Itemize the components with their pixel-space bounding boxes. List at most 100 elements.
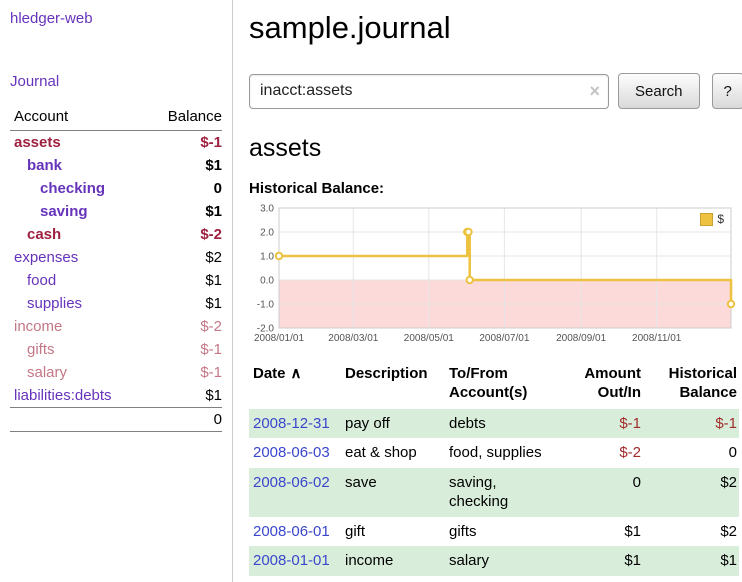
transaction-date-link[interactable]: 2008-12-31 bbox=[253, 414, 330, 432]
account-balance: $1 bbox=[205, 157, 222, 174]
svg-text:2008/09/01: 2008/09/01 bbox=[556, 333, 606, 344]
account-row: income $-2 bbox=[10, 315, 222, 338]
svg-text:1.0: 1.0 bbox=[260, 252, 274, 263]
account-balance: $1 bbox=[205, 203, 222, 220]
transaction-amount: $1 bbox=[624, 552, 641, 569]
account-link[interactable]: bank bbox=[27, 157, 63, 174]
register-row: 2008-06-01 gift gifts $1 $2 bbox=[249, 517, 739, 547]
account-row: cash $-2 bbox=[10, 223, 222, 246]
transaction-date-link[interactable]: 2008-06-02 bbox=[253, 473, 330, 491]
register-col-description: Description bbox=[345, 365, 428, 382]
search-input[interactable] bbox=[249, 73, 609, 109]
transaction-amount: $-2 bbox=[619, 444, 641, 461]
register-row: 2008-06-03 eat & shop food, supplies $-2 0 bbox=[249, 438, 739, 468]
account-link[interactable]: assets bbox=[14, 134, 61, 151]
account-balance: $-2 bbox=[200, 226, 222, 243]
transaction-date-link[interactable]: 2008-06-03 bbox=[253, 444, 330, 461]
accounts-table: Account Balance assets $-1 bank $1 checking 0… bbox=[10, 108, 222, 432]
transaction-balance: $2 bbox=[720, 473, 737, 491]
historical-balance-chart: 3.0 2.0 1.0 0.0 -1.0 -2.0 2008/01/01 2008/03/01… bbox=[249, 202, 739, 348]
register-row: 2008-12-31 pay off debts $-1 $-1 bbox=[249, 408, 739, 438]
accounts-total-balance: 0 bbox=[148, 407, 222, 432]
register-col-date[interactable]: Date ∧ bbox=[249, 363, 345, 409]
accounts-total-row: 0 bbox=[10, 407, 222, 432]
transaction-accounts: salary bbox=[449, 552, 490, 569]
accounts-body: assets $-1 bank $1 checking 0 saving $1 cash $-2 e… bbox=[10, 131, 222, 408]
account-row: food $1 bbox=[10, 269, 222, 292]
account-row: liabilities:debts $1 bbox=[10, 384, 222, 408]
transaction-date-link[interactable]: 2008-01-01 bbox=[253, 552, 330, 569]
search-bar: × Search ? bbox=[249, 73, 742, 109]
account-balance: $-1 bbox=[200, 341, 222, 358]
account-row: gifts $-1 bbox=[10, 338, 222, 361]
account-row: supplies $1 bbox=[10, 292, 222, 315]
account-row: expenses $2 bbox=[10, 246, 222, 269]
svg-text:2.0: 2.0 bbox=[260, 228, 274, 239]
svg-text:2008/11/01: 2008/11/01 bbox=[632, 333, 682, 344]
sort-asc-icon: ∧ bbox=[290, 365, 302, 382]
register-col-balance: Historical Balance bbox=[668, 365, 737, 401]
account-row: checking 0 bbox=[10, 177, 222, 200]
register-row: 2008-01-01 income salary $1 $1 bbox=[249, 546, 739, 576]
svg-text:0.0: 0.0 bbox=[260, 276, 274, 287]
page-title: sample.journal bbox=[249, 10, 451, 45]
account-link[interactable]: income bbox=[14, 318, 63, 335]
register-col-amount: Amount Out/In bbox=[584, 365, 641, 401]
legend-swatch-icon bbox=[700, 212, 714, 226]
account-link[interactable]: liabilities:debts bbox=[14, 387, 112, 404]
help-button[interactable]: ? bbox=[711, 73, 742, 109]
transaction-balance: 0 bbox=[728, 444, 737, 461]
register-row: 2008-06-02 save saving, checking 0 $2 bbox=[249, 467, 739, 517]
transaction-balance: $2 bbox=[720, 522, 737, 540]
account-heading: assets bbox=[249, 134, 322, 162]
clear-search-icon[interactable]: × bbox=[589, 80, 600, 101]
account-balance: $1 bbox=[205, 295, 222, 312]
accounts-col-balance: Balance bbox=[148, 108, 222, 131]
transaction-description: eat & shop bbox=[345, 444, 417, 461]
account-row: saving $1 bbox=[10, 200, 222, 223]
account-link[interactable]: checking bbox=[40, 180, 106, 197]
transaction-description: gift bbox=[345, 522, 366, 540]
transaction-date-link[interactable]: 2008-06-01 bbox=[253, 522, 330, 540]
accounts-header-row: Account Balance bbox=[10, 108, 222, 131]
accounts-col-account: Account bbox=[10, 108, 149, 131]
transaction-accounts: gifts bbox=[449, 522, 477, 540]
svg-text:3.0: 3.0 bbox=[260, 204, 274, 215]
transaction-amount: $1 bbox=[624, 522, 641, 540]
account-balance: $-1 bbox=[200, 364, 222, 381]
account-balance: $1 bbox=[205, 387, 222, 404]
account-link[interactable]: gifts bbox=[27, 341, 55, 358]
account-row: salary $-1 bbox=[10, 361, 222, 384]
account-balance: $-2 bbox=[200, 318, 222, 335]
account-link[interactable]: expenses bbox=[14, 249, 79, 266]
app-title-link[interactable]: hledger-web bbox=[10, 10, 93, 27]
account-balance: 0 bbox=[213, 180, 222, 197]
svg-text:2008/03/01: 2008/03/01 bbox=[328, 333, 378, 344]
transaction-description: pay off bbox=[345, 414, 390, 432]
search-button[interactable]: Search bbox=[618, 73, 700, 109]
svg-text:-2.0: -2.0 bbox=[257, 324, 275, 335]
transaction-description: save bbox=[345, 473, 377, 491]
transaction-balance: $-1 bbox=[715, 414, 737, 432]
register-header-row: Date ∧ Description To/From Account(s) Amo… bbox=[249, 363, 739, 409]
chart-legend: $ bbox=[698, 211, 726, 227]
nav-journal-link[interactable]: Journal bbox=[10, 73, 60, 90]
transaction-amount: $-1 bbox=[619, 414, 641, 432]
svg-text:2008/07/01: 2008/07/01 bbox=[479, 333, 529, 344]
search-box: × bbox=[249, 73, 609, 109]
account-link[interactable]: food bbox=[27, 272, 57, 289]
chart-title: Historical Balance: bbox=[249, 180, 385, 197]
register-body: 2008-12-31 pay off debts $-1 $-1 2008-06-03 ea… bbox=[249, 408, 739, 576]
account-row: bank $1 bbox=[10, 154, 222, 177]
svg-text:2008/01/01: 2008/01/01 bbox=[254, 333, 304, 344]
transaction-balance: $1 bbox=[720, 552, 737, 569]
account-link[interactable]: salary bbox=[27, 364, 68, 381]
account-link[interactable]: cash bbox=[27, 226, 62, 243]
account-link[interactable]: supplies bbox=[27, 295, 83, 312]
account-row: assets $-1 bbox=[10, 131, 222, 155]
account-link[interactable]: saving bbox=[40, 203, 88, 220]
account-balance: $2 bbox=[205, 249, 222, 266]
register-col-date-label: Date bbox=[253, 365, 286, 382]
legend-label: $ bbox=[717, 212, 724, 226]
